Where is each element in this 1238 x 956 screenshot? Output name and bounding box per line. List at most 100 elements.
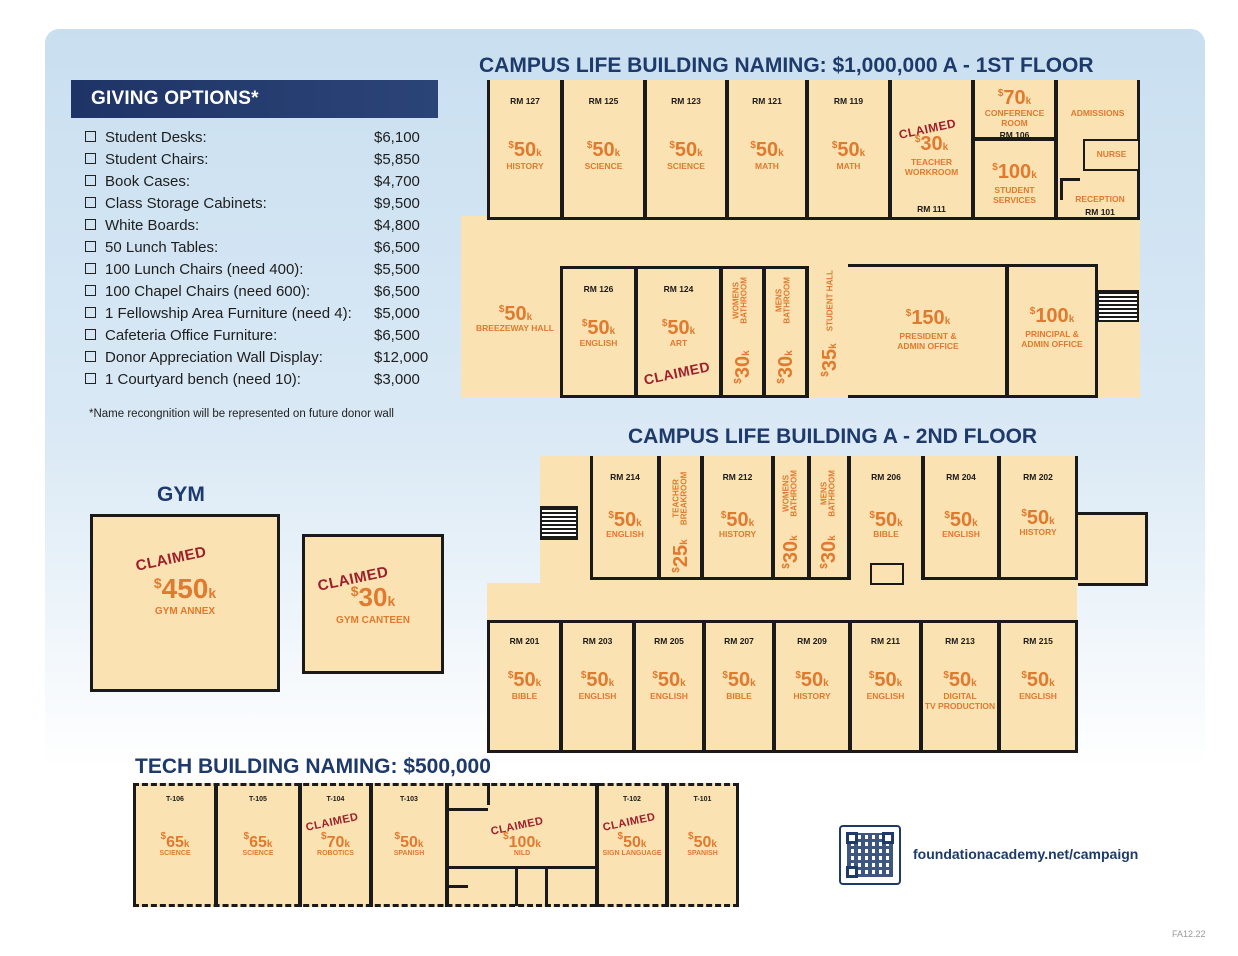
price-tag: $50k bbox=[617, 831, 647, 851]
tech-room[interactable] bbox=[215, 783, 301, 907]
giving-option-row: 100 Lunch Chairs (need 400): $5,500 bbox=[85, 261, 425, 283]
room-number: RM 127 bbox=[510, 96, 540, 106]
checkbox-icon[interactable] bbox=[85, 263, 96, 274]
checkbox-icon[interactable] bbox=[85, 131, 96, 142]
room-number: RM 126 bbox=[583, 284, 614, 294]
tech-room[interactable] bbox=[666, 783, 739, 907]
checkbox-icon[interactable] bbox=[85, 219, 96, 230]
option-text: 50 Lunch Tables: bbox=[105, 239, 219, 256]
room-subject: PRESIDENT & ADMIN OFFICE bbox=[897, 331, 959, 351]
room-subject: GYM CANTEEN bbox=[336, 615, 410, 626]
room-number: RM 111 bbox=[917, 204, 946, 214]
price-tag: $50k bbox=[869, 509, 903, 531]
room-subject: SIGN LANGUAGE bbox=[602, 850, 662, 857]
gym-canteen[interactable] bbox=[302, 534, 444, 674]
tech-room[interactable] bbox=[299, 783, 372, 907]
checkbox-icon[interactable] bbox=[85, 175, 96, 186]
room-subject: BIBLE bbox=[726, 691, 752, 701]
option-text: 100 Lunch Chairs (need 400): bbox=[105, 261, 304, 278]
checkbox-icon[interactable] bbox=[85, 153, 96, 164]
president-office[interactable] bbox=[848, 264, 1008, 398]
room-subject: SPANISH bbox=[687, 850, 718, 857]
checkbox-icon[interactable] bbox=[85, 351, 96, 362]
room-209[interactable] bbox=[773, 620, 851, 753]
price-tag: $30k bbox=[914, 133, 949, 155]
room-subject: ENGLISH bbox=[606, 529, 644, 539]
room-number: RM 205 bbox=[654, 636, 684, 646]
elevator bbox=[870, 563, 904, 585]
room-124[interactable] bbox=[635, 266, 722, 398]
price-tag: $50k bbox=[688, 831, 717, 851]
giving-option-amount: $5,850 bbox=[374, 151, 420, 168]
option-text: Book Cases: bbox=[105, 173, 191, 190]
giving-option-amount: $4,800 bbox=[374, 217, 420, 234]
price-tag: $50k bbox=[720, 509, 755, 531]
room-213[interactable] bbox=[920, 620, 1000, 753]
document-code: FA12.22 bbox=[1172, 929, 1206, 939]
principal-office[interactable] bbox=[1006, 264, 1098, 398]
room-subject: PRINCIPAL & ADMIN OFFICE bbox=[1021, 329, 1083, 349]
room-204[interactable] bbox=[922, 456, 1000, 580]
checkbox-icon[interactable] bbox=[85, 241, 96, 252]
room-number: T-103 bbox=[400, 796, 418, 803]
giving-option-amount: $4,700 bbox=[374, 173, 420, 190]
tech-room[interactable] bbox=[446, 783, 598, 907]
price-tag: $50k bbox=[652, 669, 686, 691]
price-tag: $30k bbox=[780, 535, 802, 569]
nurse-room[interactable] bbox=[1083, 139, 1140, 171]
room-123[interactable] bbox=[644, 80, 728, 220]
price-tag: $50k bbox=[608, 509, 642, 531]
price-tag: $50k bbox=[586, 139, 621, 161]
price-tag: $65k bbox=[160, 831, 190, 851]
room-number: RM 212 bbox=[722, 472, 753, 482]
checkbox-icon[interactable] bbox=[85, 197, 96, 208]
option-text: 100 Chapel Chairs (need 600): bbox=[105, 283, 311, 300]
option-text: Student Chairs: bbox=[105, 151, 209, 168]
giving-option-amount: $6,100 bbox=[374, 129, 420, 146]
room-subject: ENGLISH bbox=[866, 691, 905, 701]
qr-code-icon[interactable] bbox=[839, 825, 901, 885]
room-201[interactable] bbox=[487, 620, 562, 753]
womens-bathroom[interactable] bbox=[720, 266, 765, 398]
price-tag: $150k bbox=[905, 307, 951, 329]
room-subject: SCIENCE bbox=[242, 850, 274, 857]
room-207[interactable] bbox=[703, 620, 775, 753]
room-subject: ENGLISH bbox=[579, 338, 618, 348]
option-text: Cafeteria Office Furniture: bbox=[105, 327, 278, 344]
price-tag: $50k bbox=[508, 139, 542, 161]
room-subject: MATH bbox=[836, 161, 861, 171]
stairs-icon bbox=[540, 506, 578, 540]
campaign-url[interactable]: foundationacademy.net/campaign bbox=[913, 846, 1139, 862]
room-subject: BIBLE bbox=[511, 691, 538, 701]
price-tag: $30k bbox=[775, 350, 797, 384]
price-tag: $50k bbox=[661, 317, 696, 339]
room-subject: DIGITAL TV PRODUCTION bbox=[924, 691, 996, 711]
room-number: RM 207 bbox=[724, 636, 754, 646]
giving-option-row: 100 Chapel Chairs (need 600): $6,500 bbox=[85, 283, 425, 305]
option-text: White Boards: bbox=[105, 217, 200, 234]
room-number: RM 209 bbox=[797, 636, 827, 646]
room-subject: HISTORY bbox=[506, 161, 544, 171]
room-111[interactable] bbox=[889, 80, 974, 220]
giving-option-label: 50 Lunch Tables: bbox=[85, 239, 218, 256]
checkbox-icon[interactable] bbox=[85, 373, 96, 384]
tech-top-wall bbox=[133, 783, 739, 786]
room-126[interactable] bbox=[560, 266, 637, 398]
room-subject: MATH bbox=[755, 161, 779, 171]
room-number: T-101 bbox=[693, 796, 712, 803]
room-subject: SCIENCE bbox=[159, 850, 191, 857]
room-number: RM 123 bbox=[671, 96, 701, 106]
checkbox-icon[interactable] bbox=[85, 285, 96, 296]
room-211[interactable] bbox=[849, 620, 922, 753]
checkbox-icon[interactable] bbox=[85, 329, 96, 340]
price-tag: $50k bbox=[580, 669, 615, 691]
checkbox-icon[interactable] bbox=[85, 307, 96, 318]
gym-annex[interactable] bbox=[90, 514, 280, 692]
giving-option-row: Student Desks: $6,100 bbox=[85, 129, 425, 151]
room-202[interactable] bbox=[998, 456, 1078, 580]
giving-option-label: Student Desks: bbox=[85, 129, 207, 146]
room-215[interactable] bbox=[998, 620, 1078, 753]
price-tag: $50k bbox=[795, 669, 829, 691]
room-subject: HISTORY bbox=[793, 691, 831, 701]
room-number: RM 125 bbox=[588, 96, 619, 106]
